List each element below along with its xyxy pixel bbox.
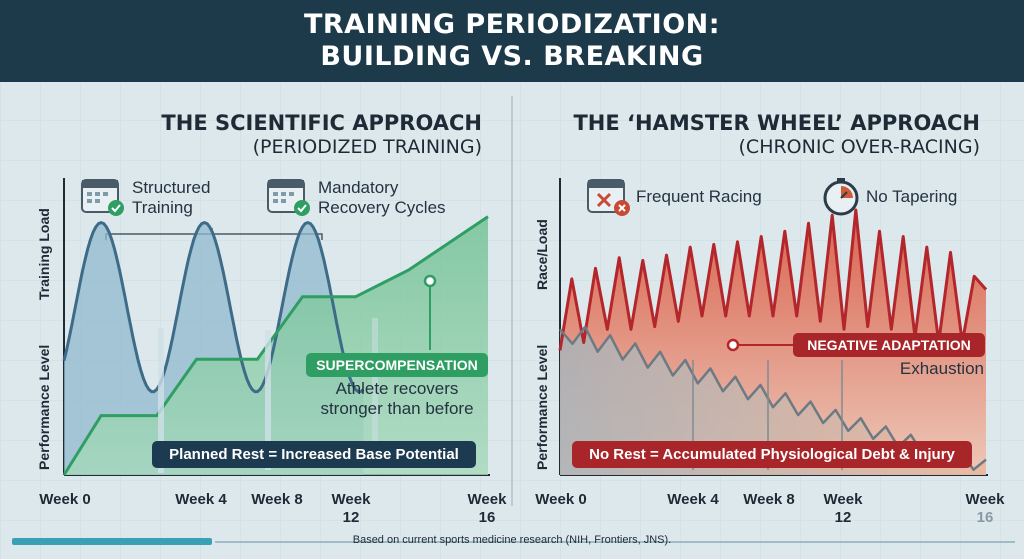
rest-bar-2 — [265, 330, 271, 470]
right-summary-banner: No Rest = Accumulated Physiological Debt… — [572, 441, 972, 468]
rest-bar-1 — [158, 328, 164, 473]
performance-area — [64, 216, 488, 475]
right-week-16-a: Week — [965, 491, 1005, 508]
calendar-x-icon — [587, 179, 630, 216]
supercompensation-badge: SUPERCOMPENSATION — [306, 353, 488, 377]
calendar-check-icon-2 — [267, 179, 310, 216]
left-chart — [62, 178, 490, 476]
title-banner: TRAINING PERIODIZATION: BUILDING VS. BRE… — [0, 0, 1024, 82]
left-week-8: Week 8 — [251, 491, 303, 508]
left-panel-title: THE SCIENTIFIC APPROACH — [161, 111, 482, 135]
exhaustion-label: Exhaustion — [899, 359, 984, 378]
performance-line — [62, 215, 489, 476]
stopwatch-icon — [823, 178, 859, 216]
footer-source: Based on current sports medicine researc… — [352, 534, 672, 546]
right-week-8: Week 8 — [743, 491, 795, 508]
right-week-0: Week 0 — [535, 491, 587, 508]
left-week-16-b: 16 — [478, 509, 496, 526]
rest-bar-3 — [372, 318, 378, 468]
footer-accent-bar — [12, 538, 212, 545]
left-week-16-a: Week — [467, 491, 507, 508]
left-panel-subtitle: (PERIODIZED TRAINING) — [252, 136, 482, 158]
right-week-4: Week 4 — [667, 491, 719, 508]
negative-adaptation-badge: NEGATIVE ADAPTATION — [793, 333, 985, 357]
no-tapering-label: No Tapering — [866, 187, 958, 206]
left-week-12-a: Week — [331, 491, 371, 508]
supercompensation-marker — [423, 274, 437, 288]
structured-training-label-2: Training — [132, 198, 193, 217]
left-week-0: Week 0 — [39, 491, 91, 508]
frequent-racing-label: Frequent Racing — [636, 187, 762, 206]
recovery-cycles-label-2: Recovery Cycles — [318, 198, 446, 217]
left-week-4: Week 4 — [175, 491, 227, 508]
negative-adaptation-marker — [726, 338, 740, 352]
supercompensation-line1: Athlete recovers — [335, 379, 459, 398]
recovery-cycles-label-1: Mandatory — [318, 178, 399, 197]
supercompensation-line2: stronger than before — [320, 399, 474, 418]
training-load-line — [62, 220, 365, 394]
right-chart — [558, 178, 988, 476]
panel-divider — [511, 96, 513, 506]
left-summary-banner: Planned Rest = Increased Base Potential — [152, 441, 476, 468]
calendar-check-icon — [81, 179, 124, 216]
left-week-12-b: 12 — [342, 509, 360, 526]
right-panel-subtitle: (CHRONIC OVER-RACING) — [738, 136, 980, 158]
structured-training-label-1: Structured — [132, 178, 211, 197]
page-title-line1: TRAINING PERIODIZATION: — [303, 9, 721, 40]
right-week-12-b: 12 — [834, 509, 852, 526]
right-week-16-b: 16 — [976, 509, 994, 526]
footer-rule — [215, 541, 1015, 543]
page-title-line2: BUILDING VS. BREAKING — [320, 41, 704, 72]
right-panel-title: THE ‘HAMSTER WHEEL’ APPROACH — [573, 111, 980, 135]
right-week-12-a: Week — [823, 491, 863, 508]
